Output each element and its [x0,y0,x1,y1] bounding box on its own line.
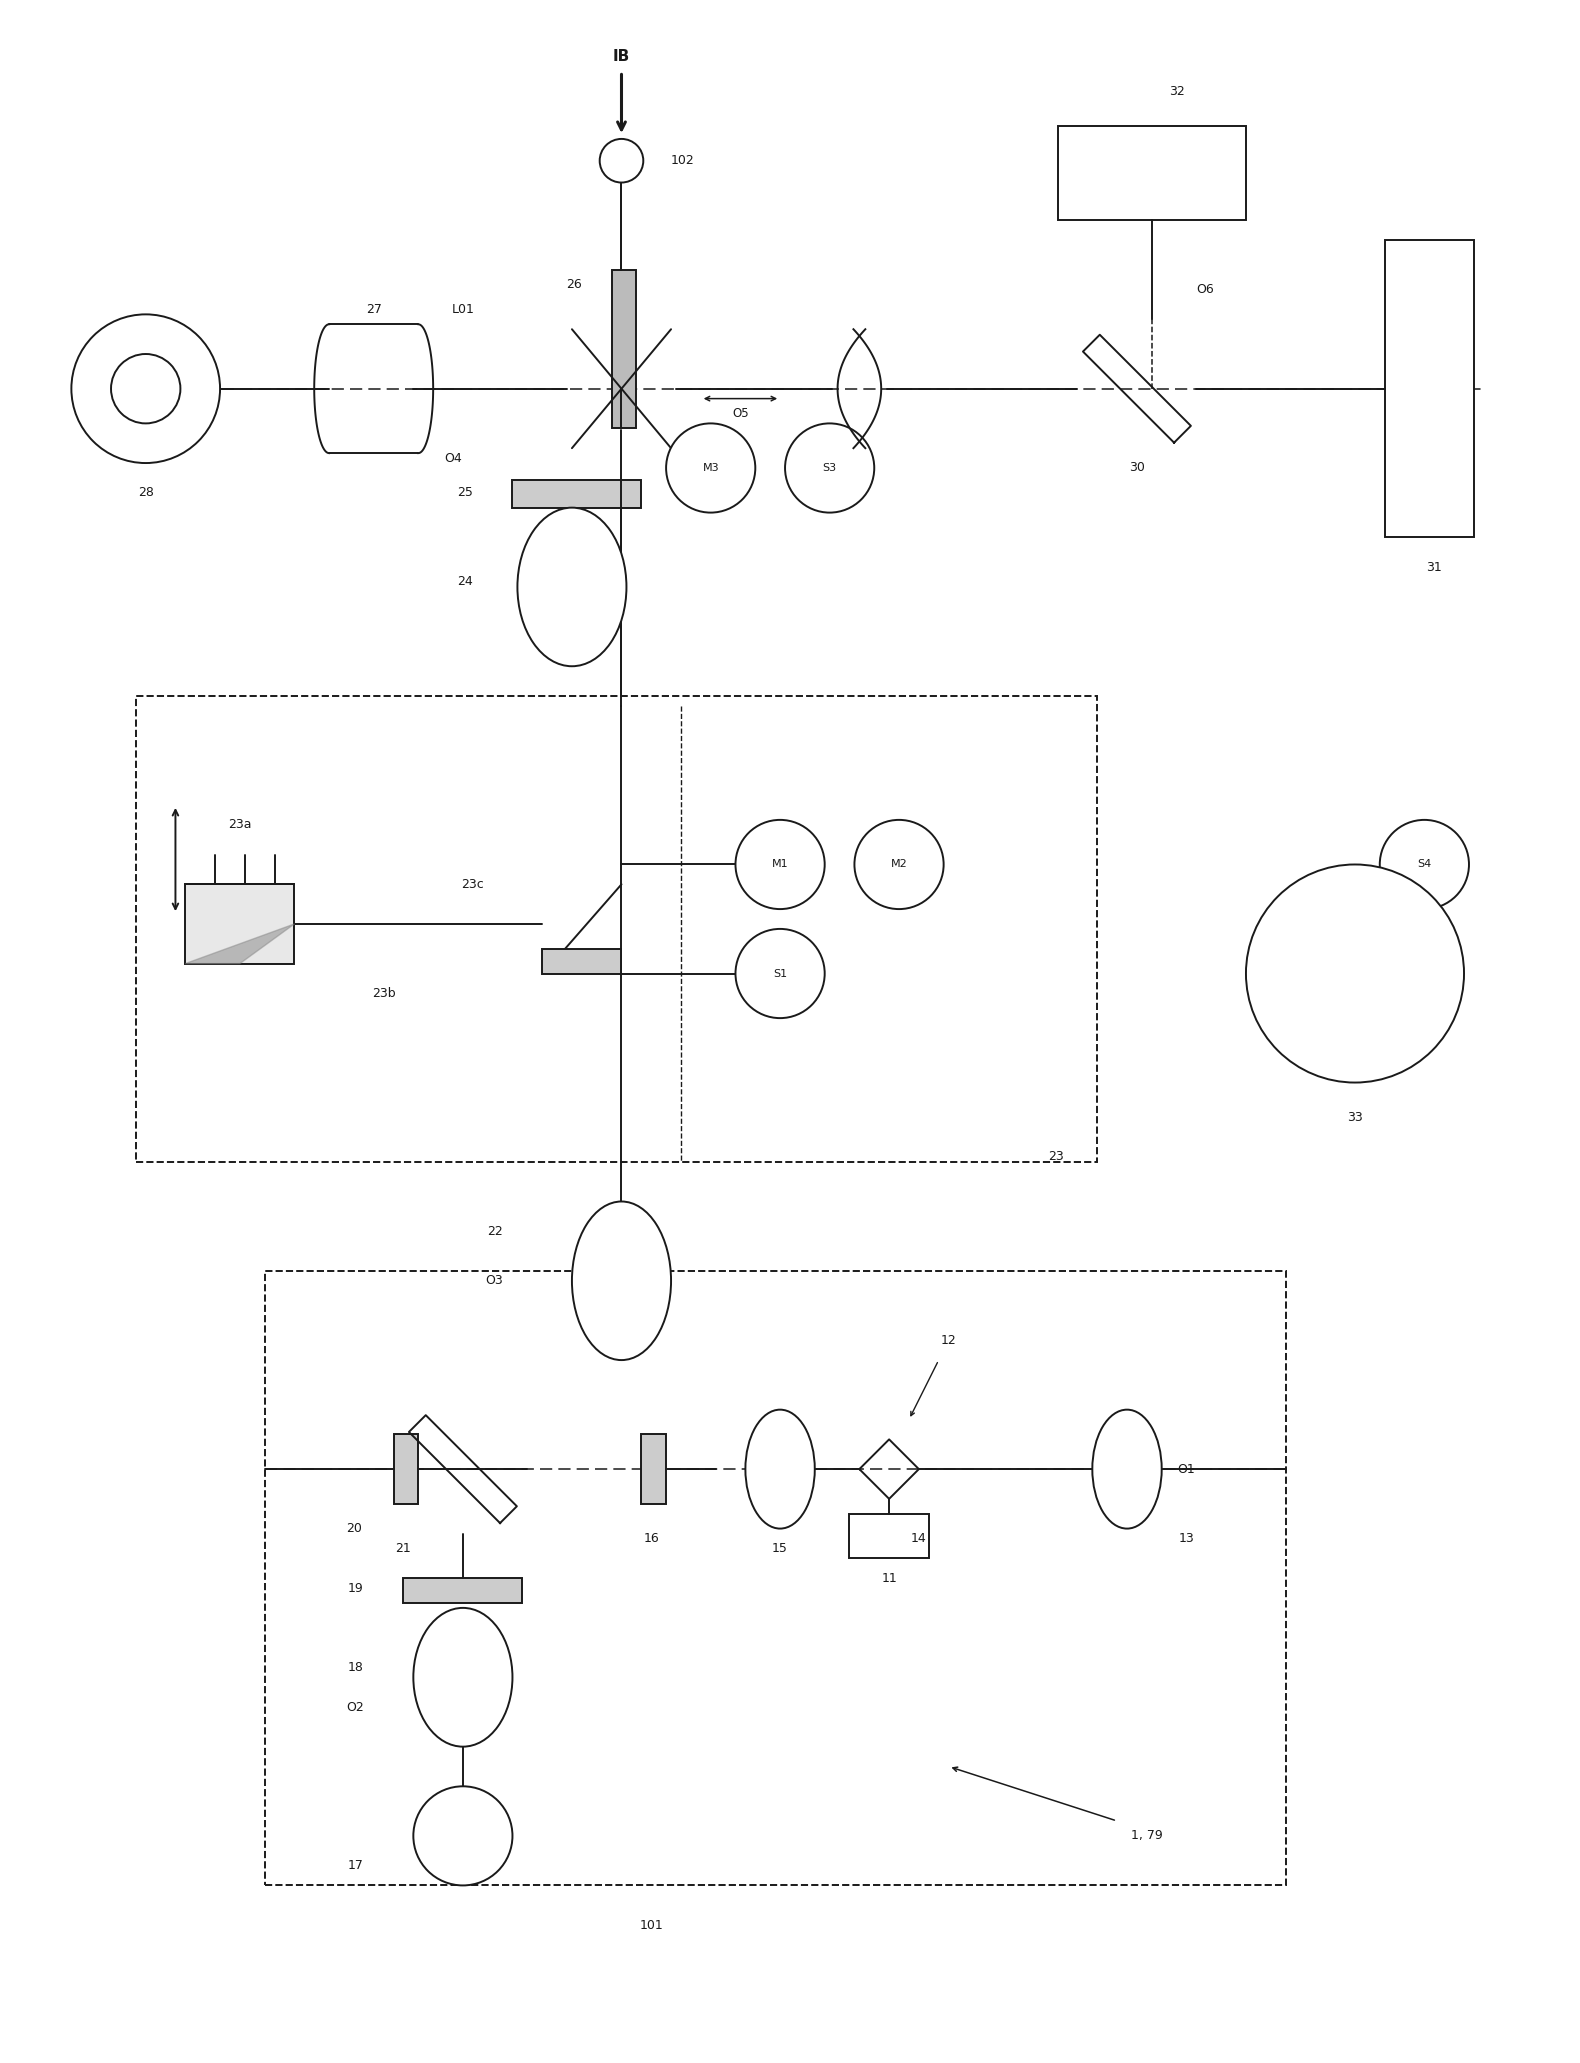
Text: 29: 29 [852,452,867,464]
Text: IB: IB [613,50,630,64]
Circle shape [855,819,943,910]
Bar [641,1434,667,1504]
Bar [403,1578,523,1603]
Text: 27: 27 [365,303,382,316]
Ellipse shape [517,507,626,666]
Text: 23b: 23b [371,986,395,1001]
Text: 18: 18 [348,1661,363,1673]
Text: 16: 16 [643,1533,659,1545]
Text: 21: 21 [395,1541,411,1556]
Text: 22: 22 [487,1225,502,1238]
Circle shape [667,423,755,512]
Bar [185,885,294,963]
Text: 15: 15 [773,1541,788,1556]
Text: 32: 32 [1169,85,1185,97]
Bar [393,1434,419,1504]
Text: 102: 102 [672,155,695,167]
Ellipse shape [572,1201,672,1360]
Bar [542,949,621,974]
Text: 1, 79: 1, 79 [1131,1830,1163,1842]
Polygon shape [185,924,294,963]
Text: 13: 13 [1179,1533,1194,1545]
Bar [512,481,641,507]
Text: 30: 30 [1130,462,1146,474]
Text: 26: 26 [566,279,581,291]
Circle shape [785,423,874,512]
Text: L01: L01 [452,303,474,316]
Ellipse shape [746,1409,815,1529]
Circle shape [71,314,220,462]
Text: M1: M1 [771,860,788,869]
Circle shape [735,819,825,910]
Text: S1: S1 [773,968,787,978]
Text: O2: O2 [346,1700,363,1714]
Bar [265,1271,1286,1886]
Text: 25: 25 [457,487,472,499]
Text: 11: 11 [882,1572,897,1584]
Ellipse shape [1092,1409,1161,1529]
Text: M3: M3 [703,462,719,472]
Circle shape [1379,819,1469,910]
Text: O1: O1 [1177,1463,1196,1475]
Bar [850,1514,929,1558]
Text: 17: 17 [348,1859,363,1871]
Circle shape [1247,864,1465,1083]
Text: S3: S3 [823,462,837,472]
Text: 23: 23 [1048,1151,1063,1164]
Bar [136,695,1097,1161]
Bar [1057,126,1247,221]
Text: 23a: 23a [228,819,251,831]
Circle shape [414,1787,512,1886]
Text: O3: O3 [485,1275,502,1287]
Text: 101: 101 [640,1919,664,1931]
Text: O4: O4 [444,452,461,464]
Text: S4: S4 [1417,860,1431,869]
Text: 28: 28 [137,487,153,499]
Text: 33: 33 [1348,1110,1364,1124]
Text: 19: 19 [348,1582,363,1595]
Text: O6: O6 [1196,283,1213,297]
Text: 20: 20 [346,1522,362,1535]
Bar [611,270,637,429]
Text: 31: 31 [1427,561,1443,574]
Ellipse shape [414,1607,512,1747]
Text: 23c: 23c [461,877,483,891]
Text: O5: O5 [732,406,749,421]
Bar [1384,239,1474,536]
Text: 24: 24 [457,576,472,588]
Text: 12: 12 [940,1335,956,1347]
Circle shape [735,928,825,1019]
Text: M2: M2 [891,860,907,869]
Circle shape [600,138,643,182]
Text: 14: 14 [912,1533,927,1545]
Circle shape [111,355,180,423]
